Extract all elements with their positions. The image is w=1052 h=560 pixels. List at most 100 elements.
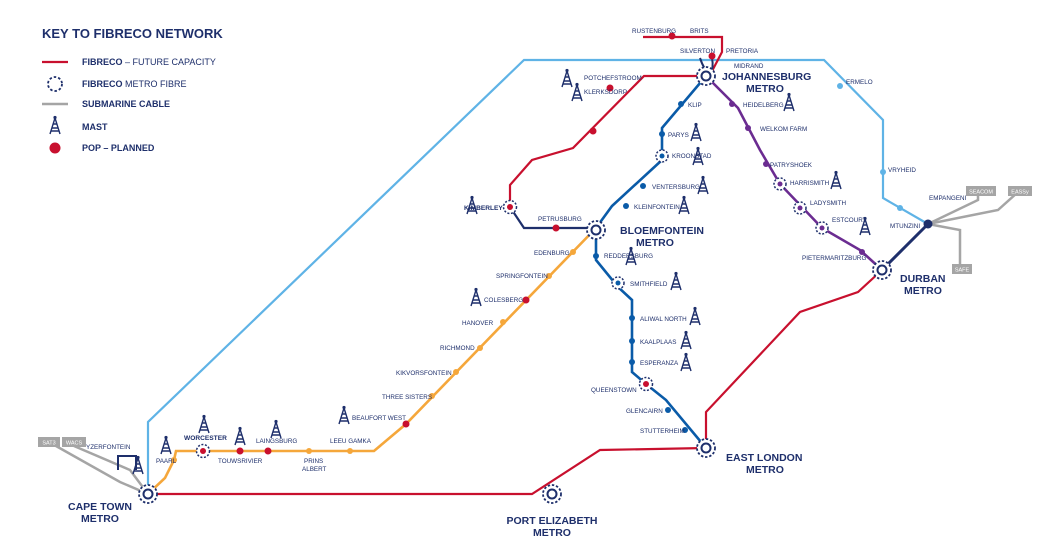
cable-box-sat3: SAT3 [38, 437, 60, 447]
mast-smithfield-icon [670, 271, 682, 291]
label-beaufort-west: BEAUFORT WEST [352, 415, 406, 422]
label-bloemfontein-metro: BLOEMFONTEIN [620, 225, 704, 237]
legend-pop: POP – PLANNED [82, 143, 155, 153]
metro-labels: JOHANNESBURG METRO BLOEMFONTEIN METRO DU… [68, 71, 945, 539]
label-albert: ALBERT [302, 466, 327, 473]
node-parys [659, 131, 665, 137]
label-durban-metro: DURBAN [900, 273, 946, 285]
label-mtunzini: MTUNZINI [890, 223, 920, 230]
mast-beaufort-west-icon [338, 405, 350, 425]
ring-east-london-icon [696, 438, 716, 458]
legend-title: KEY TO FIBRECO NETWORK [42, 26, 223, 41]
label-east-london-metro-2: METRO [746, 464, 784, 476]
cable-box-eassy: EASSy [1008, 186, 1032, 196]
line-cape-town-johannesburg [146, 58, 929, 494]
node-edenburg [570, 249, 576, 255]
ring-port-elizabeth-icon [542, 484, 562, 504]
ring-ladysmith-icon [793, 201, 807, 215]
mast-potchefstroom-icon [561, 68, 573, 88]
cable-box-wacs: WACS [62, 437, 86, 447]
label-kikvorsfontein: KIKVORSFONTEIN [396, 370, 452, 377]
pop-pretoria-icon [708, 52, 716, 60]
node-klip [678, 101, 684, 107]
pop-petrusburg-icon [552, 224, 560, 232]
ring-smithfield-icon [611, 276, 625, 290]
mast-klerksdorp-icon [571, 82, 583, 102]
svg-text:WACS: WACS [66, 441, 83, 447]
label-springfontein: SPRINGFONTEIN [496, 273, 548, 280]
node-kikvorsfontein [453, 369, 459, 375]
mast-kaalplaas-icon [680, 330, 692, 350]
legend-future-capacity: FIBRECO – FUTURE CAPACITY [82, 57, 216, 67]
mast-parys-icon [690, 122, 702, 142]
node-kleinfontein [623, 203, 629, 209]
line-rustenburg-pretoria [643, 35, 724, 76]
mast-harrismith-icon [830, 170, 842, 190]
node-vryheid [880, 169, 886, 175]
node-glencairn [665, 407, 671, 413]
label-port-elizabeth-metro: PORT ELIZABETH [507, 515, 598, 527]
label-leeu-gamka: LEEU GAMKA [330, 438, 372, 445]
label-hanover: HANOVER [462, 320, 494, 327]
label-klip: KLIP [688, 102, 702, 109]
node-hanover [500, 319, 506, 325]
label-paarl: PAARL [156, 458, 177, 465]
ring-worcester-icon [195, 443, 211, 459]
label-harrismith: HARRISMITH [790, 180, 830, 187]
mast-kleinfontein-icon [678, 195, 690, 215]
node-welkom-farm [745, 125, 751, 131]
pop-touwsrivier-icon [236, 447, 244, 455]
label-stutterheim: STUTTERHEIM [640, 428, 685, 435]
node-prins-albert [306, 448, 312, 454]
label-klerksdorp: KLERKSDORP [584, 89, 627, 96]
ring-johannesburg-icon [696, 66, 716, 86]
line-east-london-durban [704, 269, 883, 448]
line-kimberley-johannesburg [508, 74, 706, 207]
line-cape-town-bloemfontein [147, 227, 597, 495]
svg-text:EASSy: EASSy [1011, 190, 1029, 196]
label-worcester: WORCESTER [184, 435, 227, 442]
ring-kimberley-icon [502, 199, 518, 215]
mast-touwsrivier-icon [234, 426, 246, 446]
node-kaalplaas [629, 338, 635, 344]
svg-text:SEACOM: SEACOM [969, 190, 993, 196]
node-patryshoek [763, 161, 769, 167]
label-aliwal-north: ALIWAL NORTH [640, 316, 687, 323]
node-mtunzini [923, 219, 933, 229]
label-kimberley: KIMBERLEY [464, 205, 503, 212]
legend: KEY TO FIBRECO NETWORK FIBRECO – FUTURE … [42, 26, 223, 154]
label-glencairn: GLENCAIRN [626, 408, 663, 415]
label-port-elizabeth-metro-2: METRO [533, 527, 571, 539]
label-ventersburg: VENTERSBURG [652, 184, 700, 191]
node-pietermaritzburg [859, 249, 865, 255]
label-richmond: RICHMOND [440, 345, 475, 352]
node-heidelberg [729, 101, 735, 107]
label-empangeni: EMPANGENI [929, 195, 967, 202]
legend-metro-ring-icon [47, 76, 63, 92]
node-springfontein [546, 273, 552, 279]
label-bloemfontein-metro-2: METRO [636, 237, 674, 249]
pop-beaufort-west-icon [402, 420, 410, 428]
node-paarl [171, 457, 177, 463]
ring-estcourt-icon [815, 221, 829, 235]
label-potchefstroom: POTCHEFSTROOM [584, 75, 642, 82]
station-labels: RUSTENBURG BRITS SILVERTON PRETORIA MIDR… [86, 28, 967, 473]
label-queenstown: QUEENSTOWN [591, 387, 637, 394]
label-petrusburg: PETRUSBURG [538, 216, 582, 223]
label-colesberg: COLESBERG [484, 297, 523, 304]
label-heidelberg: HEIDELBERG [743, 102, 784, 109]
line-kimberley-bloemfontein [509, 206, 596, 230]
node-empangeni [897, 205, 903, 211]
node-three-sisters [429, 393, 435, 399]
label-rustenburg: RUSTENBURG [632, 28, 676, 35]
svg-text:SAFE: SAFE [955, 268, 970, 274]
mast-paarl-icon [160, 435, 172, 455]
label-edenburg: EDENBURG [534, 250, 570, 257]
legend-pop-icon [49, 142, 61, 154]
label-three-sisters: THREE SISTERS [382, 394, 432, 401]
label-yzerfontein: YZERFONTEIN [86, 444, 131, 451]
mast-worcester-icon [198, 414, 210, 434]
label-johannesburg-metro-2: METRO [746, 83, 784, 95]
mast-esperanza-icon [680, 352, 692, 372]
